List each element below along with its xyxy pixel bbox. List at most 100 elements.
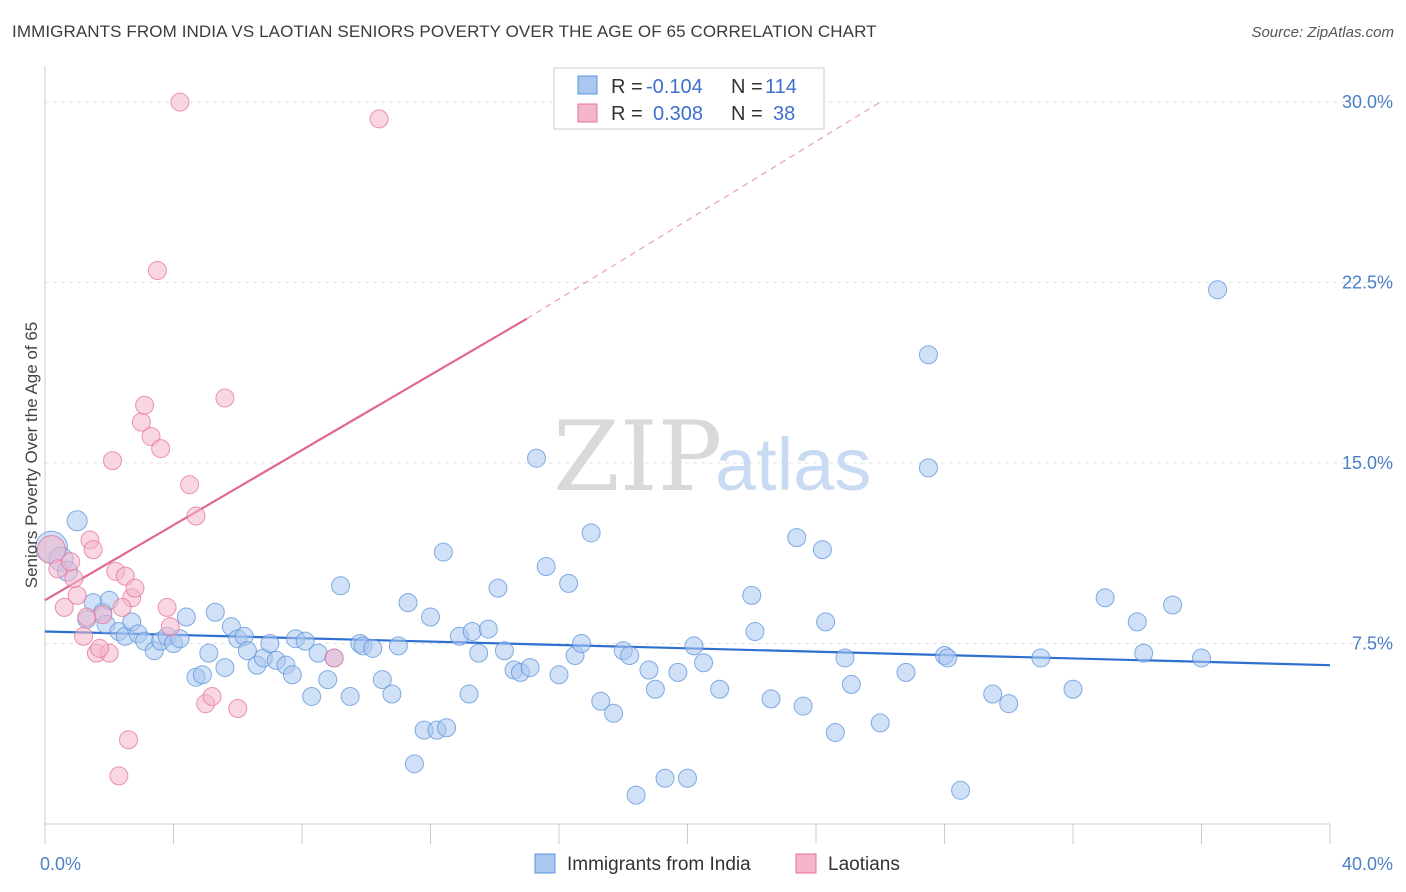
india-point-103 (983, 684, 1003, 704)
legend-swatch-laotians (577, 103, 598, 123)
india-point-57 (459, 684, 479, 704)
india-point-97 (896, 662, 916, 682)
laotians-point-3 (61, 552, 81, 572)
india-point-109 (1134, 643, 1154, 663)
laotians-point-27 (186, 506, 206, 526)
india-point-82 (678, 768, 697, 788)
india-point-85 (710, 679, 730, 699)
india-point-50 (404, 754, 424, 774)
y-tick-label-2: 22.5% (1342, 273, 1393, 293)
india-point-46 (372, 670, 392, 690)
laotians-trend-extension (526, 101, 881, 320)
x-tick-label-0: 0.0% (40, 854, 81, 874)
india-point-108 (1127, 612, 1147, 632)
laotians-point-37 (90, 638, 110, 658)
watermark-atlas: atlas (715, 423, 871, 506)
legend-n-value-laotians: 38 (773, 103, 795, 125)
laotians-point-7 (83, 540, 103, 560)
laotians-point-33 (369, 109, 389, 129)
laotians-point-30 (215, 388, 235, 408)
laotians-point-21 (147, 261, 167, 281)
laotians-point-29 (202, 686, 222, 706)
india-point-83 (684, 636, 704, 656)
india-point-45 (363, 638, 383, 658)
legend-swatch-india (577, 75, 598, 95)
india-point-102 (951, 780, 971, 800)
axes (44, 66, 1331, 844)
india-point-112 (1208, 280, 1228, 300)
laotians-point-0 (36, 535, 66, 565)
laotians-point-19 (135, 395, 155, 415)
bottom-legend-swatch-laotians (795, 853, 817, 874)
legend: R = -0.104 N = 114 R = 0.308 N = 38 (553, 67, 825, 130)
india-point-73 (591, 691, 611, 711)
india-point-101 (938, 648, 958, 668)
india-point-88 (761, 689, 781, 709)
y-axis-label: Seniors Poverty Over the Age of 65 (22, 322, 41, 588)
india-point-48 (388, 636, 408, 656)
india-point-92 (816, 612, 836, 632)
laotians-point-17 (125, 578, 145, 598)
india-point-61 (488, 578, 508, 598)
india-point-19 (176, 607, 196, 627)
india-point-55 (437, 718, 457, 738)
india-point-23 (205, 602, 225, 622)
india-point-34 (282, 665, 302, 685)
bottom-legend-swatch-india (534, 853, 556, 874)
india-point-66 (527, 448, 547, 468)
laotians-point-9 (93, 605, 113, 625)
india-point-84 (694, 653, 714, 673)
india-point-91 (812, 540, 832, 560)
india-point-80 (655, 768, 675, 788)
india-point-38 (308, 643, 328, 663)
bottom-legend: Immigrants from India Laotians (534, 853, 900, 875)
laotians-point-15 (119, 730, 139, 750)
laotians-point-2 (54, 597, 74, 617)
laotians-point-34 (77, 607, 97, 627)
india-point-28 (237, 641, 257, 661)
laotians-point-26 (180, 475, 200, 495)
laotians-point-31 (228, 698, 248, 718)
grid-lines (45, 101, 1390, 645)
india-point-94 (835, 648, 855, 668)
india-point-60 (478, 619, 498, 639)
india-point-72 (581, 523, 601, 543)
laotians-point-13 (109, 766, 129, 786)
india-point-71 (571, 634, 591, 654)
trend-lines (44, 101, 1331, 667)
india-point-36 (295, 631, 315, 651)
legend-r-label-india: R = (611, 76, 643, 98)
laotians-point-24 (160, 617, 180, 637)
india-point-21 (192, 665, 212, 685)
india-point-81 (668, 662, 688, 682)
source-label: Source: ZipAtlas.com (1251, 24, 1394, 41)
india-point-22 (199, 643, 219, 663)
india-point-107 (1095, 588, 1115, 608)
india-point-110 (1163, 595, 1183, 615)
laotians-point-11 (102, 451, 122, 471)
x-tick-label-1: 40.0% (1342, 854, 1393, 874)
india-point-78 (639, 660, 659, 680)
india-point-3 (66, 510, 88, 532)
chart-title: IMMIGRANTS FROM INDIA VS LAOTIAN SENIORS… (12, 22, 877, 41)
india-point-99 (918, 458, 938, 478)
india-point-111 (1192, 648, 1211, 668)
india-point-86 (742, 585, 762, 605)
y-tick-label-1: 15.0% (1342, 453, 1393, 473)
watermark-zip: ZIP (553, 401, 722, 513)
india-point-47 (382, 684, 402, 704)
legend-n-label-laotians: N = (731, 103, 763, 125)
india-point-39 (318, 670, 338, 690)
y-tick-label-0: 7.5% (1352, 634, 1393, 654)
india-point-87 (745, 621, 765, 641)
india-point-37 (302, 686, 322, 706)
data-points (34, 92, 1228, 805)
legend-n-value-india: 114 (765, 76, 797, 98)
laotians-point-36 (112, 597, 132, 617)
laotians-point-5 (74, 626, 94, 646)
laotians-point-22 (151, 439, 171, 459)
legend-r-value-laotians: 0.308 (653, 103, 703, 125)
india-point-24 (215, 658, 235, 678)
legend-n-label-india: N = (731, 76, 763, 98)
